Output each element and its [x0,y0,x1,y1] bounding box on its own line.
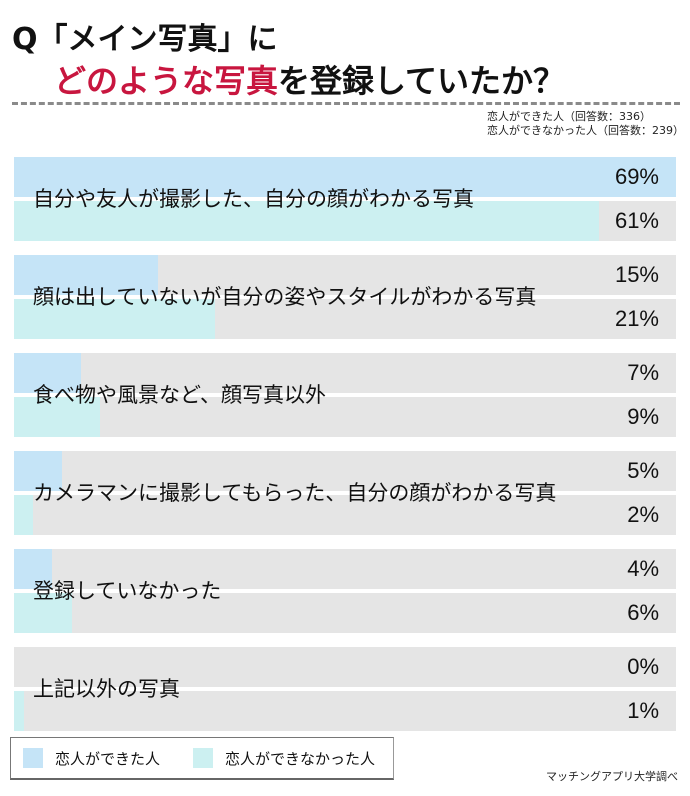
respondent-count-group-a: 恋人ができた人（回答数：336） [487,110,651,123]
bar-value-label: 21% [614,306,659,331]
bar-value-label: 15% [614,262,659,287]
bar-chart: 69% 61% 自分や友人が撮影した、自分の顔がわかる写真 15% 21% 顔は出していな… [14,157,676,745]
legend-swatch-group-a [23,748,43,768]
dashed-divider [12,102,680,105]
bar-fill-group-a [14,353,81,393]
bar-track-group-b: 9% [14,397,676,437]
bar-fill-group-b [14,593,72,633]
bar-track-group-a: 7% [14,353,676,393]
bar-fill-group-a [14,549,52,589]
bar-value-label: 2% [627,502,659,527]
bar-fill-group-b [14,299,215,339]
bar-fill-group-a [14,451,62,491]
bar-track-group-b: 1% [14,691,676,731]
legend: 恋人ができた人 恋人ができなかった人 [10,737,394,780]
legend-swatch-group-b [193,748,213,768]
question-title-line1: Q「メイン写真」に [12,22,278,57]
bar-value-label: 1% [627,698,659,723]
respondent-counts: 恋人ができた人（回答数：336） 恋人ができなかった人（回答数：239） [487,110,684,138]
bar-track-group-a: 69% [14,157,676,197]
bar-track-group-a: 0% [14,647,676,687]
category-label: 顔は出していないが自分の姿やスタイルがわかる写真 [33,285,537,309]
category-label: 登録していなかった [33,579,222,603]
bar-group: 0% 1% 上記以外の写真 [14,647,676,731]
bar-value-label: 0% [627,654,659,679]
legend-label-group-a: 恋人ができた人 [55,749,161,768]
bar-track-group-a: 4% [14,549,676,589]
bar-group: 4% 6% 登録していなかった [14,549,676,633]
bar-value-label: 9% [627,404,659,429]
bar-value-label: 69% [614,164,659,189]
bar-fill-group-b [14,495,33,535]
bar-value-label: 61% [614,208,659,233]
bar-group: 15% 21% 顔は出していないが自分の姿やスタイルがわかる写真 [14,255,676,339]
bar-fill-group-a [14,157,676,197]
question-title-highlight: どのような写真 [54,62,279,100]
bar-group: 7% 9% 食べ物や風景など、顔写真以外 [14,353,676,437]
bar-fill-group-a [14,255,158,295]
category-label: 上記以外の写真 [33,677,180,701]
bar-fill-group-b [14,397,100,437]
bar-value-label: 5% [627,458,659,483]
bar-group: 69% 61% 自分や友人が撮影した、自分の顔がわかる写真 [14,157,676,241]
bar-track-group-a: 5% [14,451,676,491]
legend-item-group-b: 恋人ができなかった人 [193,746,375,770]
category-label: 自分や友人が撮影した、自分の顔がわかる写真 [33,187,474,211]
bar-track-group-a: 15% [14,255,676,295]
bar-fill-group-b [14,201,599,241]
bar-fill-group-b [14,691,24,731]
category-label: カメラマンに撮影してもらった、自分の顔がわかる写真 [33,481,557,505]
category-label: 食べ物や風景など、顔写真以外 [33,383,326,407]
bar-value-label: 4% [627,556,659,581]
legend-item-group-a: 恋人ができた人 [23,746,160,770]
source-credit: マッチングアプリ大学調べ [546,770,678,783]
bar-value-label: 6% [627,600,659,625]
question-title-line2: どのような写真を登録していたか？ [54,56,565,102]
bar-track-group-b: 2% [14,495,676,535]
bar-track-group-b: 6% [14,593,676,633]
bar-group: 5% 2% カメラマンに撮影してもらった、自分の顔がわかる写真 [14,451,676,535]
bar-track-group-b: 21% [14,299,676,339]
bar-track-group-b: 61% [14,201,676,241]
question-title-rest: を登録していたか？ [278,62,566,100]
bar-value-label: 7% [627,360,659,385]
respondent-count-group-b: 恋人ができなかった人（回答数：239） [487,124,684,137]
legend-label-group-b: 恋人ができなかった人 [225,749,376,768]
